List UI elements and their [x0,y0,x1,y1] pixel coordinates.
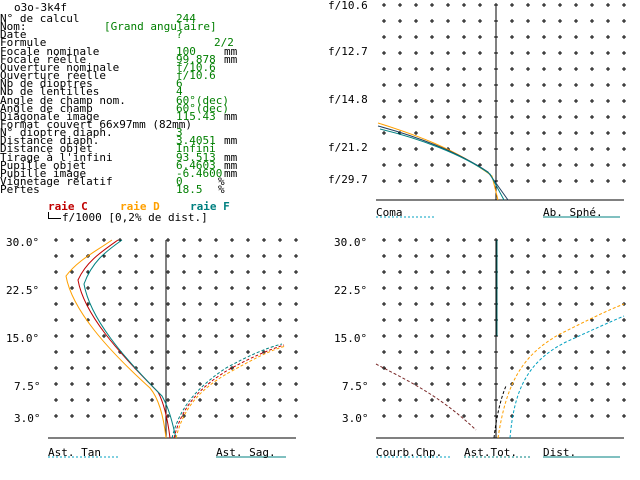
param-key: Vignetage relatif [0,175,113,188]
panel-tr-ylabel-1: f/12.7 [328,45,368,58]
param-value: 2/2 [214,36,234,49]
param-unit: % [218,175,225,188]
panel-bl-label-ast-sag: Ast. Sag. [216,446,276,459]
panel-bl-ylabel-2: 15.0° [6,332,40,345]
param-value: f/10.6 [176,61,216,74]
param-key: Formule [0,36,47,49]
panel-br-ylabel-3: 7.5° [342,380,369,393]
param-key: Date [0,28,27,41]
panel-tr-ylabel-3: f/21.2 [328,141,368,154]
param-key: Angle de champ [0,102,93,115]
param-unit: mm [224,159,238,172]
panel-field-curvature-distortion [375,238,626,458]
param-value: 0 [176,175,183,188]
param-key: Pertes [0,183,40,196]
panel-coma-spherical [376,3,626,218]
panel-br-label-dist: Dist. [543,446,577,459]
param-key: Format couvert 66x97mm (82mm) [0,118,193,131]
param-key: Ouverture nominale [0,61,120,74]
panel-br-ylabel-2: 15.0° [334,332,368,345]
param-value: 18.5 [176,183,203,196]
param-value: 115.43 [176,110,216,123]
panel-tr-label-ab-sphe: Ab. Sphé. [543,206,603,219]
curve [175,345,287,439]
param-key: Distance diaph. [0,134,100,147]
param-key: N° dioptre diaph. [0,126,113,139]
param-value: -6.4600 [176,167,223,180]
param-key: Focale réelle [0,53,87,66]
panel-bl-label-ast-tan: Ast. Tan [48,446,101,459]
param-unit: % [218,183,225,196]
param-key: Pupille image [0,167,87,180]
scale-note: f/1000 [0,2% de dist.] [62,211,208,224]
panel-bl-ylabel-4: 3.0° [14,412,41,425]
param-value: f/10.6 [176,69,216,82]
panel-br-ylabel-0: 30.0° [334,236,368,249]
panel-bl-ylabel-1: 22.5° [6,284,40,297]
curve [171,343,283,439]
param-key: N° de calcul [0,12,80,25]
legend-raie-f: raie F [190,200,230,213]
curve [173,344,285,439]
param-key: Pupille objet [0,159,87,172]
panel-br-label-ast-tot: Ast.Tot. [464,446,517,459]
curve [493,385,507,439]
panel-astigmatism-tan-sag [48,238,298,458]
panel-br-ylabel-4: 3.0° [342,412,369,425]
param-key: Nom: [0,20,27,33]
param-unit: mm [224,53,238,66]
panel-tr-label-coma: Coma [376,206,403,219]
param-key: Angle de champ nom. [0,94,126,107]
param-value: 60°(dec) [176,94,229,107]
param-unit: mm [224,167,238,180]
param-value: 100 [176,45,196,58]
param-key: Ouverture réelle [0,69,106,82]
param-unit: mm [224,45,238,58]
panel-tr-ylabel-0: f/10.6 [328,0,368,12]
curve [65,239,167,439]
param-value: 6.4603 [176,159,216,172]
param-unit: mm [224,134,238,147]
legend-raie-d: raie D [120,200,160,213]
panel-tr-ylabel-2: f/14.8 [328,93,368,106]
curve [83,239,177,439]
param-unit: mm [224,151,238,164]
param-value: Infini [176,142,216,155]
curve [375,363,477,431]
panel-br-ylabel-1: 22.5° [334,284,368,297]
panel-bl-ylabel-3: 7.5° [14,380,41,393]
curve [377,125,509,201]
param-key: Diagonale image [0,110,100,123]
param-value: 244 [176,12,196,25]
panel-bl-ylabel-0: 30.0° [6,236,40,249]
curve [509,315,625,439]
curve [497,303,625,439]
param-key: Focale nominale [0,45,100,58]
param-value: 60°(dec) [176,102,229,115]
param-value: ? [176,28,183,41]
legend-raie-c: raie C [48,200,88,213]
param-key: Tirage à l'infini [0,151,113,164]
param-key: Nb de dioptres [0,77,93,90]
param-value: 4 [176,85,183,98]
param-key: Distance objet [0,142,93,155]
window-title: o3o-3k4f [14,1,67,14]
param-value: [Grand angulaire] [104,20,217,33]
curve [77,239,171,439]
param-value: 6 [176,77,183,90]
param-value: 3 [176,126,183,139]
panel-br-label-courb-chp: Courb.Chp. [376,446,443,459]
param-value: 3.4051 [176,134,216,147]
param-value: 99.878 [176,53,216,66]
param-key: Nb de lentilles [0,85,100,98]
param-value: 93.513 [176,151,216,164]
param-unit: mm [224,110,238,123]
scale-bar-icon [48,212,61,219]
panel-tr-ylabel-4: f/29.7 [328,173,368,186]
curve [379,128,505,201]
